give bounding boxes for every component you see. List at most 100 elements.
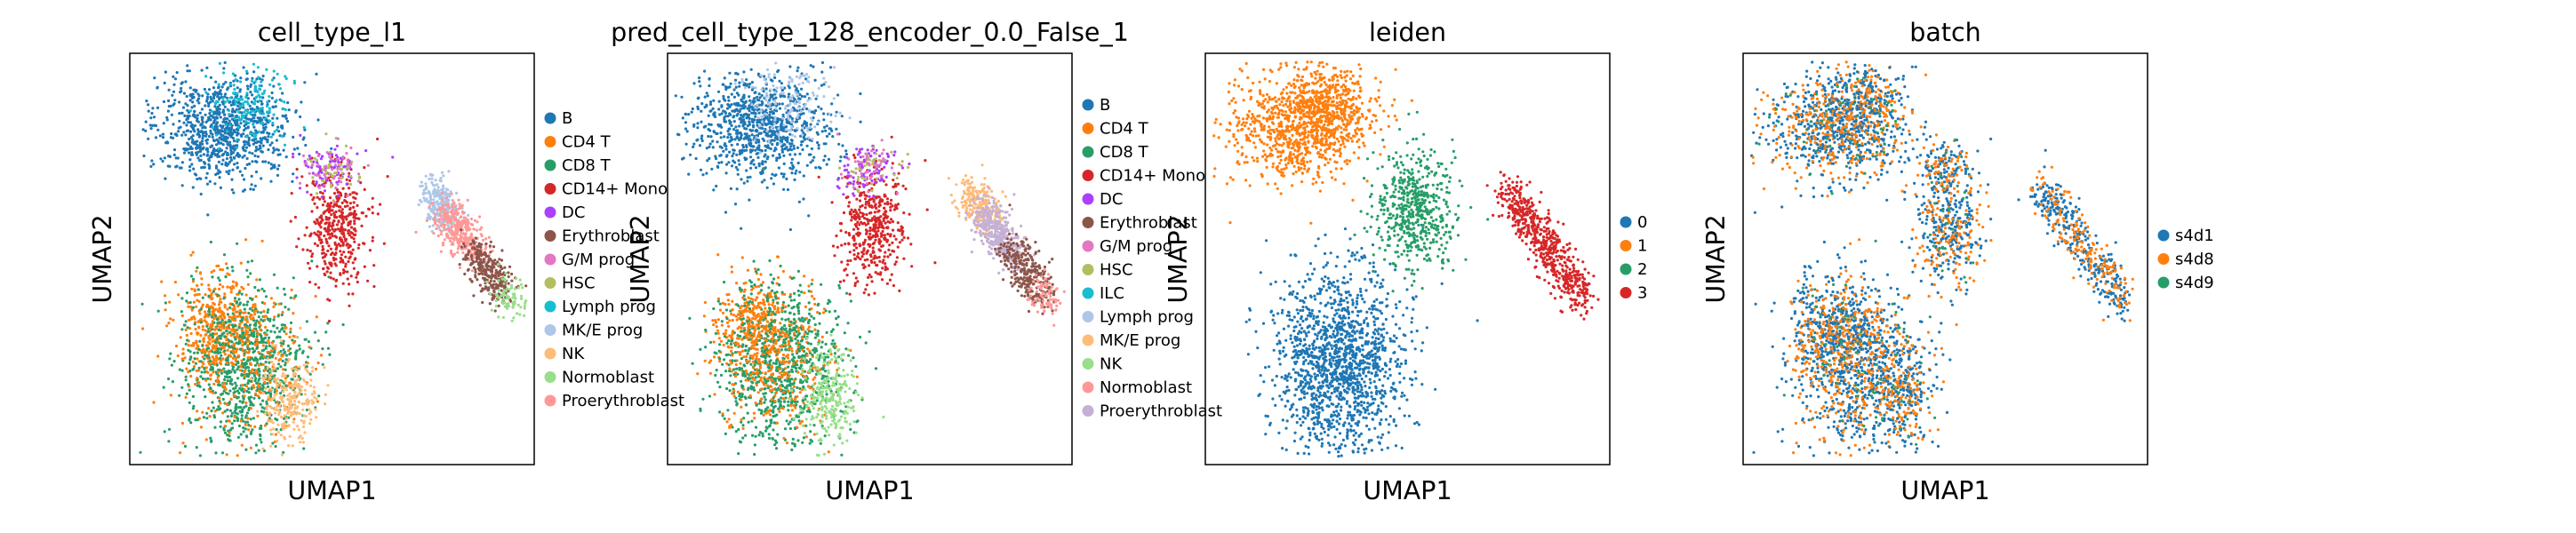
scatter-point [223,95,227,99]
scatter-point [730,92,733,96]
scatter-point [286,425,290,428]
scatter-point [209,436,212,440]
scatter-point [228,306,232,309]
scatter-point [326,384,330,387]
scatter-point [326,249,330,253]
scatter-point [273,330,276,334]
scatter-point [348,171,351,175]
scatter-point [339,250,342,253]
scatter-point [161,159,164,163]
scatter-point [232,84,236,87]
scatter-point [217,140,220,144]
scatter-point [272,273,276,276]
scatter-point [280,344,284,347]
scatter-point [237,290,241,294]
scatter-point [212,414,216,418]
scatter-point [254,344,258,347]
scatter-point [220,318,224,322]
scatter-point [328,171,332,175]
scatter-point [196,120,200,123]
scatter-point [231,72,235,76]
scatter-point [240,373,244,378]
scatter-point [774,125,778,129]
scatter-point [180,314,184,317]
scatter-point [340,217,344,220]
legend-label: MK/E prog [562,322,643,340]
scatter-point [182,91,187,95]
scatter-point [214,143,219,147]
scatter-point [249,83,252,86]
scatter-point [431,192,435,195]
scatter-point [299,326,302,330]
scatter-point [445,235,449,238]
scatter-point [209,76,212,79]
scatter-point [243,111,246,115]
scatter-point [202,337,205,340]
scatter-point [328,155,332,159]
scatter-point [260,311,263,314]
scatter-point [331,251,334,255]
scatter-point [226,88,229,91]
scatter-point [282,348,285,352]
scatter-point [230,422,234,426]
scatter-point [290,192,293,195]
scatter-point [442,211,445,214]
scatter-point [268,119,272,123]
scatter-point [172,103,175,107]
scatter-point [232,91,236,95]
scatter-point [197,177,201,180]
scatter-point [437,219,441,223]
scatter-point [258,370,261,373]
scatter-point [247,141,251,145]
scatter-point [501,315,506,319]
scatter-point [208,112,212,115]
scatter-point [234,350,237,354]
scatter-point [257,332,260,336]
scatter-point [340,208,344,211]
scatter-point [331,232,334,235]
scatter-point [313,395,316,399]
legend-marker [544,206,556,219]
scatter-point [261,136,265,139]
scatter-point [189,331,193,336]
scatter-point [820,70,824,74]
scatter-point [716,90,721,93]
scatter-point [150,159,154,163]
scatter-point [479,250,483,253]
scatter-point [212,139,216,142]
scatter-point [218,306,221,310]
scatter-point [288,353,292,356]
scatter-point [436,234,440,238]
scatter-point [487,275,491,279]
scatter-point [256,414,260,418]
scatter-point [242,103,245,107]
scatter-point [168,357,172,361]
scatter-point [260,424,263,428]
scatter-point [192,167,196,171]
scatter-point [234,121,237,124]
scatter-point [271,121,275,125]
scatter-point [181,352,185,355]
scatter-point [249,418,252,421]
scatter-point [214,344,219,347]
scatter-point [297,237,300,241]
scatter-point [189,374,193,378]
scatter-point [187,143,190,147]
scatter-point [201,377,204,380]
scatter-point [223,316,227,320]
scatter-point [523,314,526,317]
scatter-point [273,346,276,350]
legend-marker [544,324,556,336]
scatter-point [266,366,269,370]
scatter-point [191,134,195,138]
scatter-point [240,115,244,120]
scatter-point [771,172,774,176]
scatter-point [466,198,469,202]
scatter-point [254,146,258,149]
scatter-point [341,231,345,235]
scatter-point [254,322,258,325]
scatter-point [245,91,249,95]
scatter-point [220,332,224,336]
scatter-point [356,152,359,155]
scatter-point [196,357,199,361]
